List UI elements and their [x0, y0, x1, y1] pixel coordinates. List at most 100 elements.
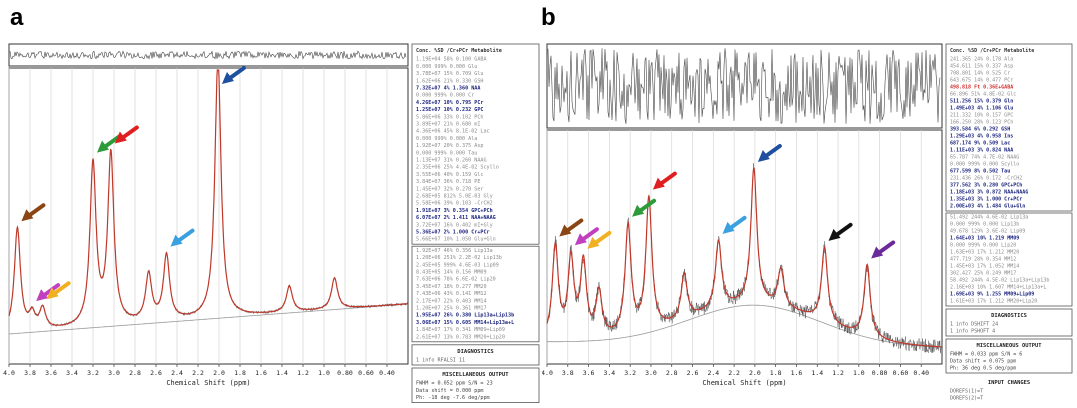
x-tick-label: 2.2: [192, 369, 204, 377]
table-row: 166.250 28% 0.123 PCh: [950, 120, 1013, 126]
table-row-lipid: 302.427 25% 0.249 MM17: [950, 271, 1016, 277]
x-tick-label: 3.2: [87, 369, 99, 377]
x-axis-label: Chemical Shift (ppm): [166, 379, 250, 387]
table-row: 6.07E+07 2% 1.411 NAA+NAAG: [416, 215, 496, 221]
misc-title: MISCELLANEOUS OUTPUT: [442, 372, 509, 378]
table-row-lipid: 1.92E+07 46% 0.356 Lip13a: [416, 248, 493, 254]
diagnostics-box: [945, 308, 1073, 337]
table-row: 5.66E+07 10% 1.050 Glu+Gln: [416, 237, 496, 243]
table-row-lipid: 1.69E+03 9% 1.255 MM09+Lip09: [950, 292, 1034, 298]
table-row: 4.26E+07 10% 0.795 PCr: [416, 100, 483, 106]
misc-title: MISCELLANEOUS OUTPUT: [977, 343, 1043, 349]
table-row-lipid: 2.17E+07 22% 0.403 MM14: [416, 298, 487, 304]
table-row-lipid: 1.95E+07 26% 0.380 Lip13a+Lip13b: [416, 313, 514, 319]
residual-frame: [8, 43, 409, 67]
table-row-lipid: 0.000 999% 0.000 Lip13b: [950, 222, 1019, 228]
table-row: 1.91E+07 3% 0.354 GPC+PCh: [416, 208, 493, 214]
x-tick-label: 2.0: [213, 369, 225, 377]
peak-arrow-head: [574, 233, 587, 246]
table-row-lipid: 1.45E+03 17% 1.052 MM14: [950, 264, 1019, 270]
table-row: 1.18E+03 3% 0.872 NAA+NAAG: [950, 190, 1028, 196]
table-row: 66.896 51% 4.8E-02 Glc: [950, 92, 1016, 98]
table-row-lipid: 2.45E+05 999% 4.6E-03 Lip09: [416, 262, 499, 268]
table-row: 1.29E+03 4% 0.958 Ins: [950, 134, 1013, 140]
peak-arrow-head: [757, 150, 770, 163]
table-row-lipid: 3.45E+07 18% 0.277 MM20: [416, 284, 487, 290]
spectrum-chart-b: 4.0 3.8 3.6 3.4 3.2 3.0 2.8 2.6 2.4 2.2 2.0 1.8 1.6 1…: [542, 43, 1073, 402]
table-row: 241.365 24% 0.178 Ala: [950, 57, 1013, 63]
table-row-lipid: 0.000 999% 0.000 Lip20: [950, 243, 1016, 249]
x-tick-label: 0.40: [379, 369, 395, 377]
misc-line: Ph: 36 deg 0.5 deg/ppm: [950, 366, 1016, 372]
x-tick-label: 1.4: [811, 369, 823, 377]
x-tick-label: 2.8: [666, 369, 678, 377]
table-row-lipid: 477.719 28% 0.354 MM12: [950, 257, 1016, 263]
table-row-lipid: 3.06E+07 15% 0.605 MM14+Lip13a+L: [416, 320, 514, 326]
table-row: 0.000 999% 0.000 Glu: [416, 64, 477, 70]
peak-arrow-head: [632, 204, 645, 217]
table-row: 1.11E+03 3% 0.824 NAA: [950, 148, 1013, 154]
table-row: 0.000 999% 0.000 Scyllo: [950, 162, 1019, 168]
table-row-lipid: 8.43E+05 14% 0.156 MM09: [416, 270, 487, 276]
table-row: 211.332 10% 0.157 GPC: [950, 113, 1013, 119]
x-tick-label: 1.8: [234, 369, 246, 377]
residual-trace: [9, 50, 407, 60]
residual-frame: [546, 43, 943, 129]
table-row: 677.599 8% 0.502 Tau: [950, 169, 1010, 175]
peak-arrow-head: [871, 246, 884, 259]
misc-line: Ph: -18 deg -7.6 deg/ppm: [416, 395, 490, 401]
table-row: 3.89E+07 21% 0.680 mI: [416, 122, 480, 128]
x-tick-label: 3.6: [583, 369, 595, 377]
x-tick-label: 1.8: [770, 369, 782, 377]
peak-arrow-head: [722, 221, 735, 234]
misc-line: Data shift = 0.075 ppm: [950, 359, 1016, 365]
plot-frame: [8, 67, 409, 365]
x-tick-label: 1.0: [318, 369, 330, 377]
table-row: 454.611 15% 0.337 Asp: [950, 64, 1013, 70]
x-tick-label: 2.2: [728, 369, 740, 377]
peak-arrow-head: [21, 209, 34, 222]
spectrum-chart-a: 4.0 3.8 3.6 3.4 3.2 3.0 2.8 2.6 2.4 2.2 2.0 1.8 1.6 1…: [3, 43, 540, 403]
fit-curve: [546, 167, 942, 348]
diagnostics-line: 1 info PSHOFT 4: [950, 329, 995, 335]
input-changes-line: DOREFS(1)=T: [950, 389, 983, 395]
table-row-lipid: 1.20E+06 251% 2.2E-02 Lip13b: [416, 255, 502, 261]
misc-line: Data shift = 0.000 ppm: [416, 388, 483, 394]
table-row: 5.58E+06 39% 0.103 -CrCH2: [416, 201, 493, 207]
table-row-lipid: 2.61E+07 13% 0.783 MM20+Lip20: [416, 334, 505, 340]
table-row: 3.84E+07 36% 0.718 PE: [416, 179, 480, 185]
x-tick-label: 3.4: [603, 369, 615, 377]
table-row: 5.36E+07 2% 1.000 Cr+PCr: [416, 230, 490, 236]
peak-arrow-head: [46, 287, 59, 300]
diagnostics-line: 1 info RFALSI 11: [416, 358, 465, 364]
x-tick-label: 2.6: [150, 369, 162, 377]
table-row: 377.562 3% 0.280 GPC+PCh: [950, 183, 1022, 189]
spectrum-trace: [546, 163, 942, 354]
plot-frame: [546, 129, 943, 365]
x-tick-label: 1.4: [276, 369, 288, 377]
peak-arrow-head: [828, 228, 841, 241]
baseline-curve: [8, 303, 409, 335]
table-row: 498.818 Ft 0.36E+GABA: [950, 85, 1013, 91]
x-tick-label: 1.2: [832, 369, 844, 377]
peak-arrow-head: [652, 177, 665, 190]
misc-line: FWHM = 0.052 ppm S/N = 23: [416, 381, 493, 387]
table-row-lipid: 1.63E+03 17% 1.212 MM20: [950, 250, 1019, 256]
peak-arrow-head: [221, 72, 234, 84]
x-tick-label: 0.80: [337, 369, 353, 377]
table-row: 1.45E+07 32% 0.270 Ser: [416, 186, 483, 192]
x-tick-label: 2.8: [129, 369, 141, 377]
x-tick-label: 3.0: [108, 369, 120, 377]
x-tick-label: 0.80: [872, 369, 888, 377]
x-tick-label: 4.0: [3, 369, 15, 377]
table-row-lipid: 49.678 129% 3.6E-02 Lip09: [950, 229, 1025, 235]
baseline-curve: [547, 304, 943, 348]
table-row: 65.787 74% 4.7E-02 NAAG: [950, 155, 1019, 161]
x-tick-label: 0.60: [893, 369, 909, 377]
diagnostics-box: [411, 344, 540, 366]
x-tick-label: 3.2: [624, 369, 636, 377]
table-row: 687.174 9% 0.509 Lac: [950, 141, 1010, 147]
peak-arrow-head: [587, 236, 600, 249]
x-tick-label: 3.4: [66, 369, 78, 377]
x-axis-label: Chemical Shift (ppm): [702, 379, 786, 387]
